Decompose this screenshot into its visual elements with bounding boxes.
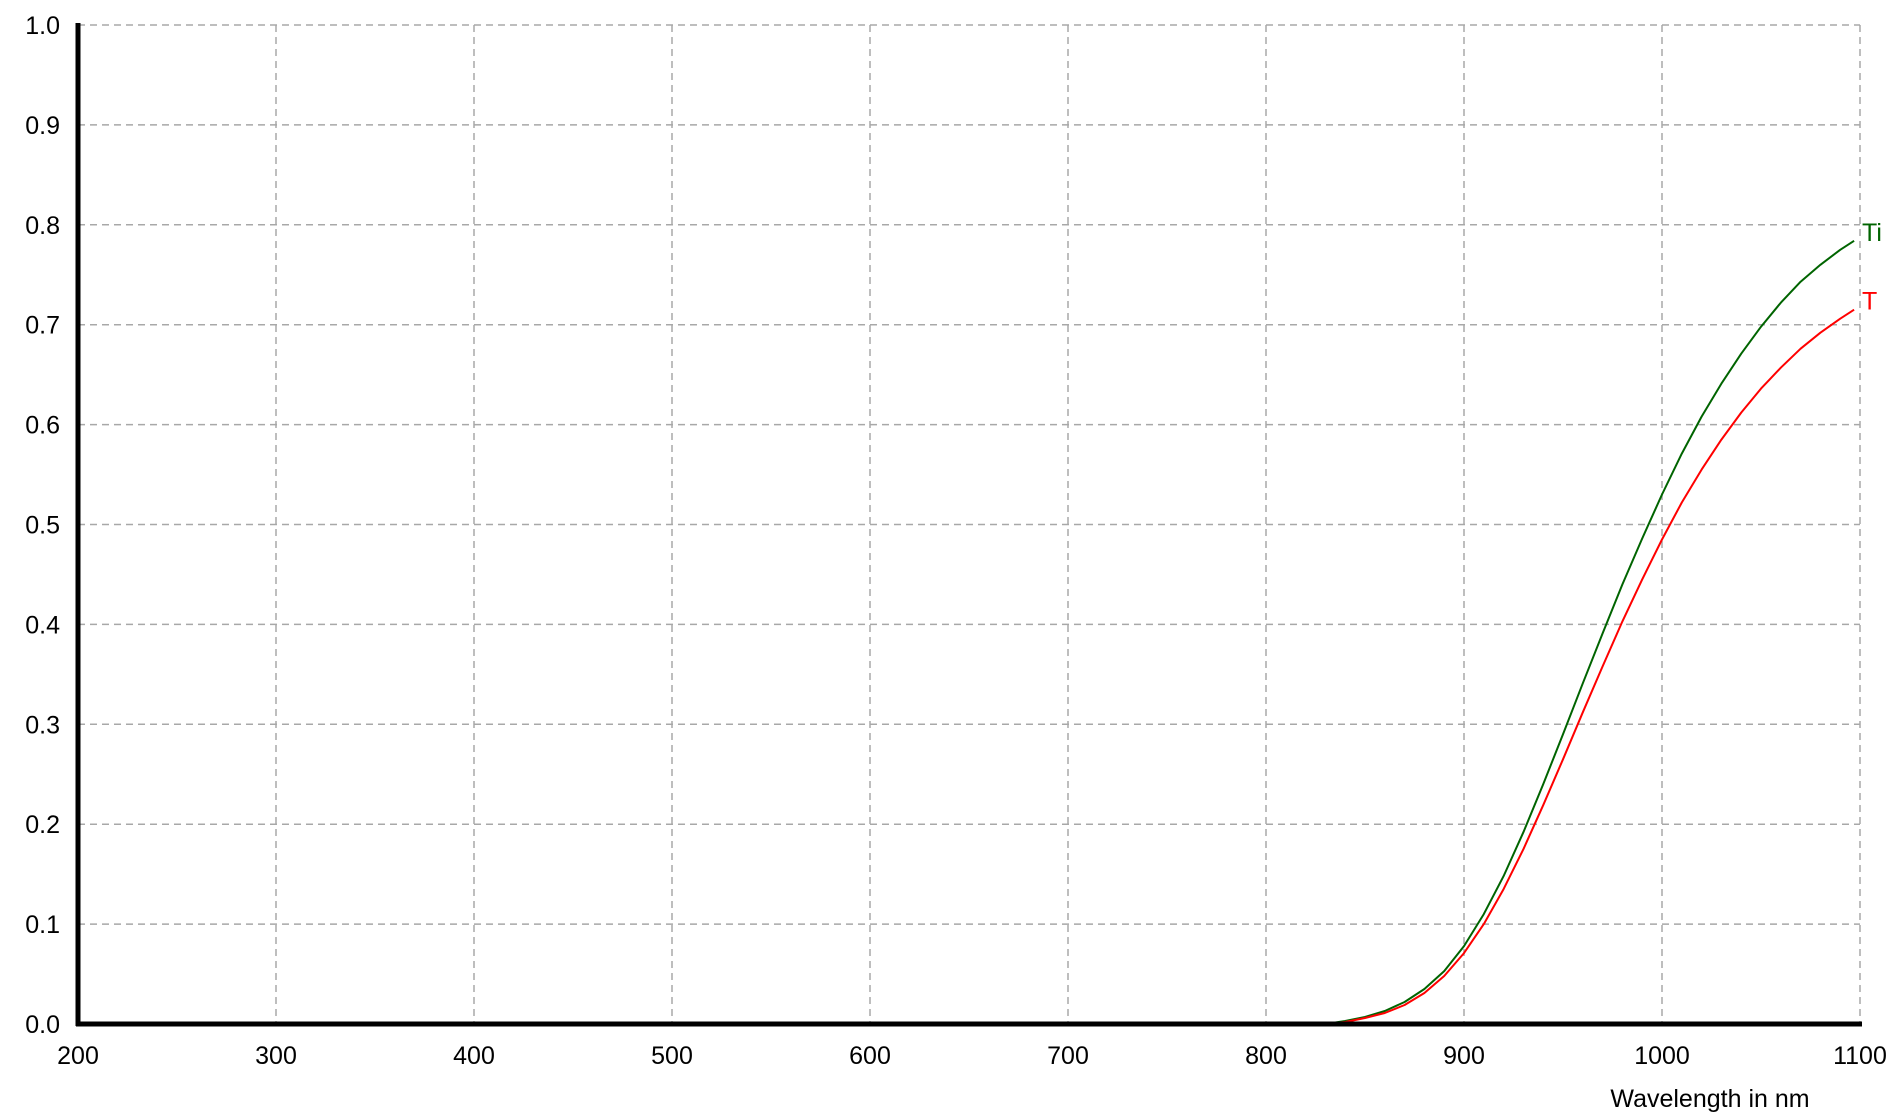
series-label-t: T	[1862, 288, 1877, 316]
y-tick-label: 0.0	[25, 1011, 60, 1039]
series-line-ti	[78, 239, 1855, 1025]
x-tick-label: 1000	[1634, 1042, 1690, 1070]
y-tick-label: 0.7	[25, 312, 60, 340]
series-lines	[78, 239, 1855, 1025]
y-tick-label: 0.5	[25, 512, 60, 540]
y-tick-label: 0.1	[25, 911, 60, 939]
x-tick-label: 700	[1047, 1042, 1089, 1070]
x-axis-tick-labels: 200 300 400 500 600 700 800 900 1000 1100	[57, 1042, 1887, 1070]
x-tick-label: 800	[1245, 1042, 1287, 1070]
x-tick-label: 400	[453, 1042, 495, 1070]
y-tick-label: 0.6	[25, 412, 60, 440]
y-tick-label: 0.4	[25, 611, 60, 639]
x-tick-label: 500	[651, 1042, 693, 1070]
x-tick-label: 1100	[1833, 1042, 1887, 1070]
y-tick-label: 0.9	[25, 112, 60, 140]
y-tick-label: 0.8	[25, 212, 60, 240]
axes	[75, 23, 1862, 1027]
y-tick-label: 0.2	[25, 811, 60, 839]
series-line-t	[78, 308, 1855, 1025]
grid-lines	[78, 24, 1861, 1024]
x-tick-label: 300	[255, 1042, 297, 1070]
x-tick-label: 900	[1443, 1042, 1485, 1070]
series-label-ti: Ti	[1862, 219, 1882, 247]
x-tick-label: 200	[57, 1042, 99, 1070]
y-tick-label: 1.0	[25, 12, 60, 40]
x-tick-label: 600	[849, 1042, 891, 1070]
y-axis-tick-labels: 0.0 0.1 0.2 0.3 0.4 0.5 0.6 0.7 0.8 0.9 1.0	[25, 12, 60, 1039]
x-axis-title: Wavelength in nm	[1610, 1085, 1809, 1113]
series-labels: Ti T	[1862, 219, 1882, 316]
y-tick-label: 0.3	[25, 711, 60, 739]
